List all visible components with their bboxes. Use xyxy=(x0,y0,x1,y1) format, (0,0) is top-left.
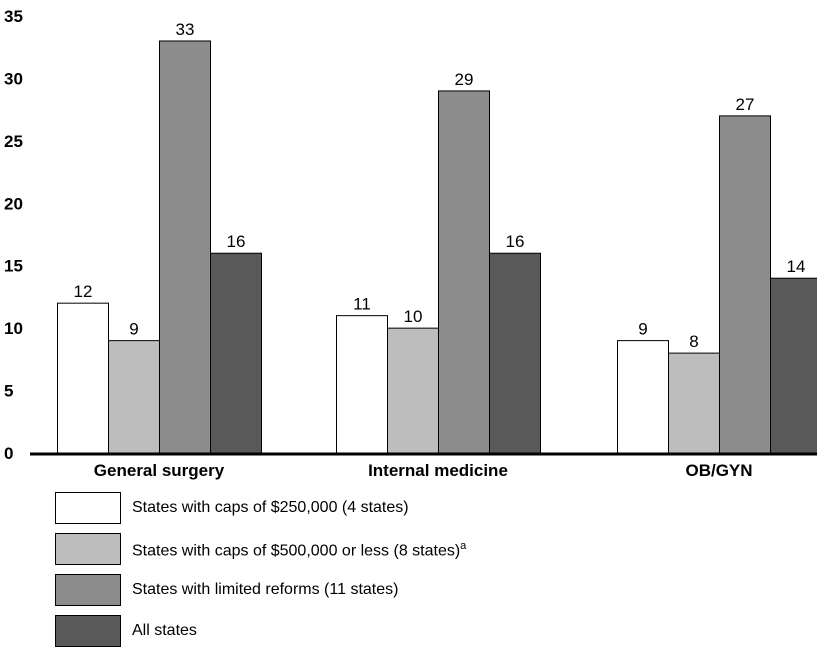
bar-caps-250000 xyxy=(618,341,669,453)
legend-swatch-all-states xyxy=(55,615,121,647)
y-tick-label: 5 xyxy=(4,382,13,401)
data-label: 33 xyxy=(176,20,195,39)
legend-swatch-caps-250000 xyxy=(55,492,121,524)
legend-swatch-caps-500000 xyxy=(55,533,121,565)
y-axis-ticks: 0 5 10 15 20 25 30 35 xyxy=(4,7,23,463)
bar-caps-500000 xyxy=(388,328,439,453)
legend-label-caps-250000: States with caps of $250,000 (4 states) xyxy=(132,499,409,517)
bar-caps-250000 xyxy=(337,316,388,453)
bar-limited-reforms xyxy=(720,116,771,453)
y-tick-label: 20 xyxy=(4,194,23,213)
bar-caps-250000 xyxy=(58,303,109,453)
data-label: 29 xyxy=(455,70,474,89)
data-label: 12 xyxy=(74,282,93,301)
category-label: General surgery xyxy=(94,461,225,480)
y-tick-label: 15 xyxy=(4,257,23,276)
data-label: 14 xyxy=(787,257,806,276)
bar-all-states xyxy=(771,278,817,453)
y-tick-label: 35 xyxy=(4,7,23,26)
bar-caps-500000 xyxy=(669,353,720,453)
y-tick-label: 10 xyxy=(4,319,23,338)
legend-label-caps-500000-text: States with caps of $500,000 or less (8 … xyxy=(132,542,460,559)
bar-chart: 0 5 10 15 20 25 30 35 12 9 33 16 11 10 29 16 9 8 27 14 Gen… xyxy=(0,0,817,490)
data-label: 16 xyxy=(506,232,525,251)
y-tick-label: 30 xyxy=(4,69,23,88)
category-label: Internal medicine xyxy=(368,461,508,480)
category-label: OB/GYN xyxy=(685,461,752,480)
legend-swatch-limited-reforms xyxy=(55,574,121,606)
legend-footnote-marker: a xyxy=(460,540,466,552)
legend-label-caps-500000: States with caps of $500,000 or less (8 … xyxy=(132,540,466,560)
y-tick-label: 25 xyxy=(4,132,23,151)
data-label: 9 xyxy=(638,320,647,339)
data-label: 11 xyxy=(353,295,371,314)
legend-label-limited-reforms: States with limited reforms (11 states) xyxy=(132,581,398,599)
bar-caps-500000 xyxy=(109,341,160,453)
data-label: 16 xyxy=(227,232,246,251)
data-label: 8 xyxy=(689,332,698,351)
bar-limited-reforms xyxy=(160,41,211,453)
bar-all-states xyxy=(490,253,541,453)
bar-limited-reforms xyxy=(439,91,490,453)
bar-all-states xyxy=(211,253,262,453)
legend-label-all-states: All states xyxy=(132,622,197,640)
data-label: 27 xyxy=(736,95,755,114)
y-tick-label: 0 xyxy=(4,444,13,463)
bars-group xyxy=(58,41,817,453)
category-labels-group: General surgery Internal medicine OB/GYN xyxy=(94,461,753,480)
data-label: 9 xyxy=(129,320,138,339)
data-label: 10 xyxy=(404,307,423,326)
